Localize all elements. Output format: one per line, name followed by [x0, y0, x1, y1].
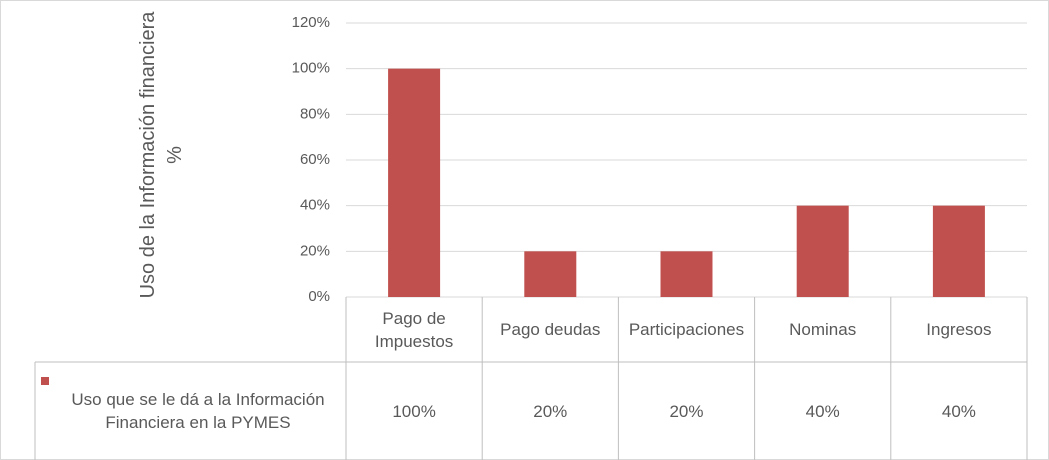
data-table-value: 100% [392, 401, 436, 421]
x-tick-label: Ingresos [926, 320, 992, 339]
bar [660, 251, 713, 297]
y-tick-label: 120% [292, 14, 330, 31]
y-tick-label: 100% [292, 60, 330, 77]
x-tick-label: Participaciones [628, 320, 745, 339]
x-tick-label: Pago de Impuestos [374, 308, 454, 351]
y-tick-label: 0% [308, 288, 330, 305]
y-tick-label: 40% [300, 197, 330, 214]
y-tick-label: 20% [300, 242, 330, 259]
y-tick-label: 60% [300, 151, 330, 168]
bar [524, 251, 577, 297]
legend-label: Uso que se le dá a la Información Financ… [71, 390, 325, 432]
x-tick-label: Pago deudas [500, 320, 601, 339]
data-table-value: 40% [941, 401, 976, 421]
bar [796, 205, 849, 297]
bar [388, 68, 441, 298]
data-table-value: 40% [805, 401, 840, 421]
bar [932, 205, 985, 297]
x-tick-label: Nominas [789, 320, 857, 339]
legend-marker [41, 377, 49, 385]
y-axis-title: Uso de la Información financiera % [137, 11, 186, 299]
data-table-value: 20% [669, 401, 704, 421]
data-table-value: 20% [533, 401, 568, 421]
y-tick-label: 80% [300, 105, 330, 122]
